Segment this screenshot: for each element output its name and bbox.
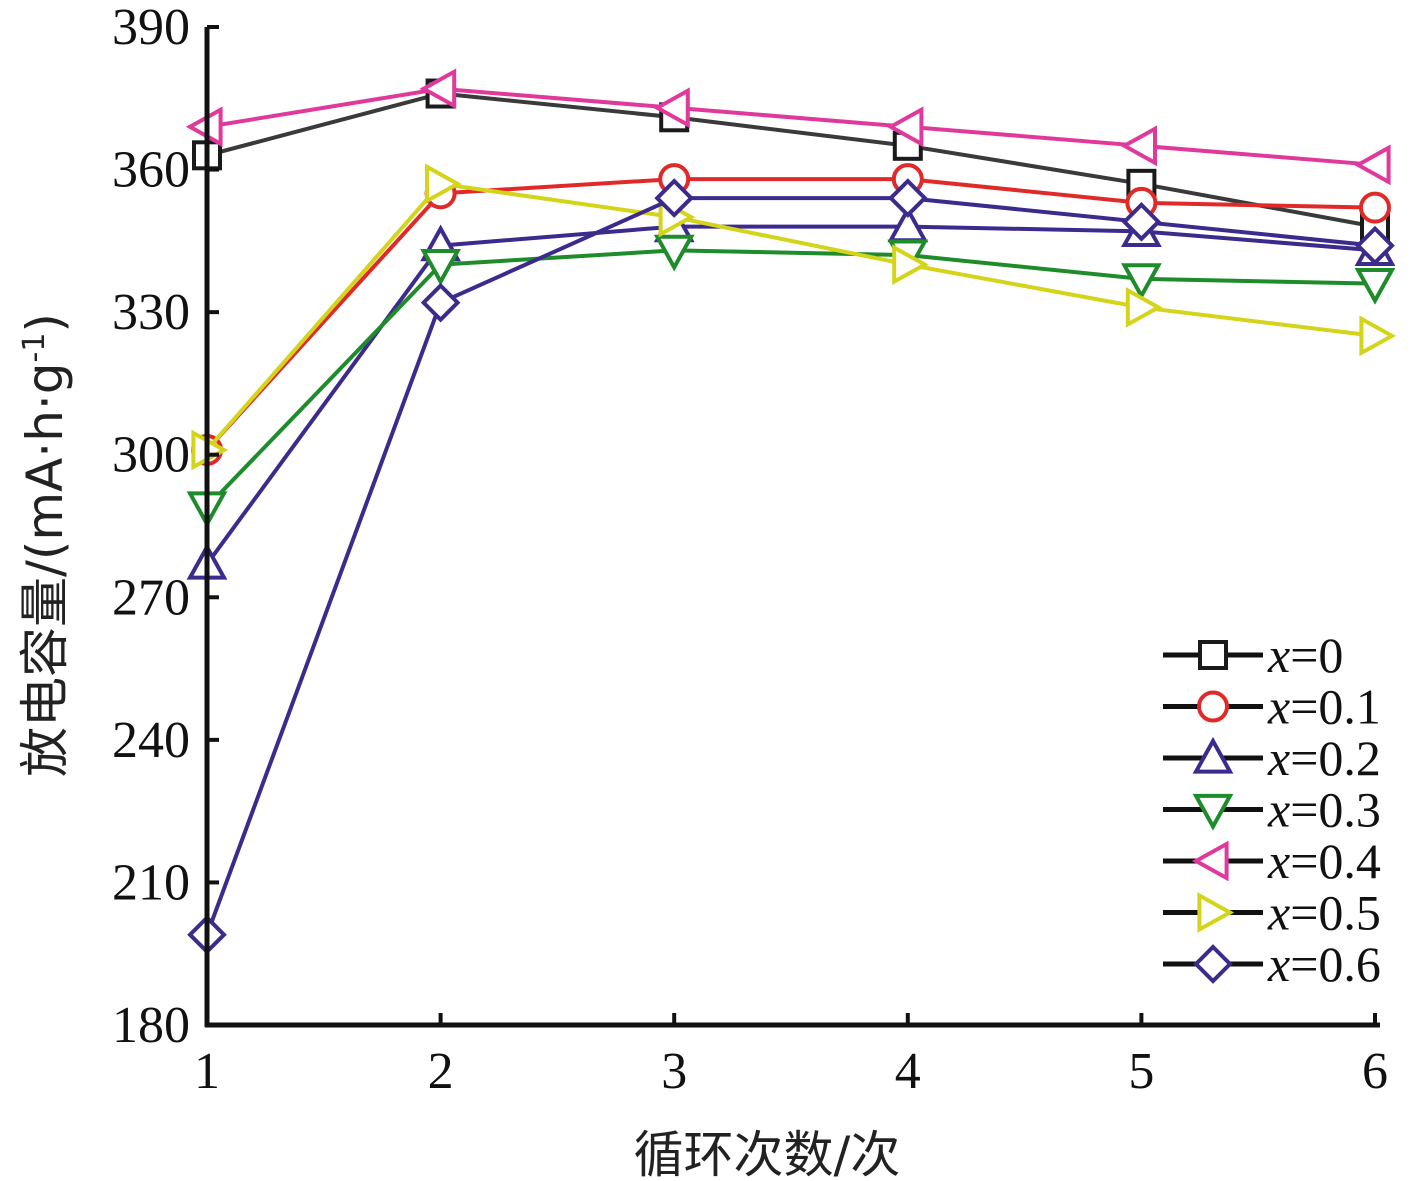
- legend-label: x=0.1: [1267, 679, 1381, 735]
- legend-item: x=0: [1163, 627, 1343, 683]
- legend-item: x=0.6: [1163, 936, 1381, 992]
- legend-marker: [1191, 840, 1229, 882]
- data-point: [1359, 191, 1391, 224]
- data-point: [420, 249, 461, 286]
- x-tick-label: 2: [428, 1043, 454, 1100]
- y-tick-label: 270: [112, 569, 190, 626]
- series-line: [206, 91, 1376, 229]
- x-axis-title: 循环次数/次: [634, 1126, 901, 1181]
- y-tick-label: 330: [112, 284, 190, 341]
- legend-marker: [1197, 690, 1229, 723]
- data-point: [425, 163, 462, 205]
- legend-marker: [1198, 640, 1228, 670]
- series-line: [205, 248, 1376, 509]
- legend-item: x=0.3: [1163, 782, 1381, 838]
- y-axis-title-sup: -1: [17, 333, 52, 363]
- legend-eq: =0.2: [1290, 730, 1381, 786]
- legend-var: x: [1267, 679, 1290, 735]
- legend-eq: =0.5: [1290, 885, 1381, 941]
- legend-var: x: [1267, 833, 1290, 889]
- x-ticks: 1 2 3 4 5 6: [194, 1013, 1388, 1100]
- data-point: [1120, 125, 1157, 167]
- legend-item: x=0.1: [1163, 679, 1381, 735]
- legend-label: x=0.4: [1267, 833, 1381, 889]
- data-point: [1359, 315, 1397, 357]
- legend-var: x: [1267, 627, 1290, 683]
- x-tick-label: 4: [895, 1043, 921, 1100]
- series-line: [205, 181, 1376, 452]
- legend-label: x=0.5: [1267, 885, 1381, 941]
- legend-eq: =0.1: [1290, 679, 1381, 735]
- series-line: [206, 86, 1376, 167]
- legend-item: x=0.5: [1163, 885, 1381, 941]
- data-point: [1354, 268, 1396, 305]
- y-ticks: 180 210 240 270 300 330 360 390: [112, 0, 219, 1054]
- series-x=0: [192, 78, 1390, 242]
- legend-eq: =0.3: [1290, 782, 1381, 838]
- data-point: [892, 244, 929, 286]
- x-tick-label: 6: [1362, 1043, 1388, 1100]
- data-point: [1125, 286, 1163, 328]
- x-tick-label: 1: [194, 1043, 220, 1100]
- legend-eq: =0: [1290, 627, 1343, 683]
- y-tick-label: 210: [112, 854, 190, 911]
- legend-marker: [1193, 944, 1233, 984]
- y-tick-label: 180: [112, 997, 190, 1054]
- series-line: [205, 196, 1376, 936]
- series-line: [205, 177, 1376, 452]
- legend-label: x=0.3: [1267, 782, 1381, 838]
- data-point: [886, 106, 924, 148]
- y-axis-title-close: ): [16, 313, 74, 333]
- legend-var: x: [1267, 885, 1290, 941]
- series-x=0.3: [186, 234, 1396, 529]
- y-axis-title-main: 放电容量/(mA·h·g: [16, 362, 74, 776]
- y-axis-title: 放电容量/(mA·h·g-1): [16, 313, 74, 777]
- legend-label: x=0: [1267, 627, 1343, 683]
- data-point: [653, 234, 695, 272]
- series-x=0.5: [191, 163, 1397, 471]
- legend-var: x: [1267, 936, 1290, 992]
- legend-item: x=0.2: [1163, 730, 1381, 786]
- y-tick-label: 360: [112, 142, 190, 199]
- legend-marker: [1197, 892, 1235, 933]
- data-point: [1121, 263, 1162, 300]
- legend-marker: [1192, 736, 1234, 774]
- y-tick-label: 300: [112, 427, 190, 484]
- legend-item: x=0.4: [1163, 833, 1381, 889]
- x-tick-label: 5: [1128, 1043, 1154, 1100]
- legend-label: x=0.2: [1267, 730, 1381, 786]
- data-point: [420, 282, 461, 323]
- legend-label: x=0.6: [1267, 936, 1381, 992]
- data-point: [654, 178, 695, 218]
- data-point: [1353, 144, 1391, 186]
- series-line: [205, 224, 1376, 566]
- legend: x=0x=0.1x=0.2x=0.3x=0.4x=0.5x=0.6: [1163, 627, 1381, 992]
- series-x=0.6: [187, 178, 1395, 955]
- legend-eq: =0.6: [1290, 936, 1381, 992]
- data-point: [419, 68, 457, 110]
- x-tick-label: 3: [661, 1043, 687, 1100]
- data-point: [1121, 202, 1162, 242]
- legend-eq: =0.4: [1290, 833, 1381, 889]
- series-x=0.4: [185, 68, 1391, 186]
- data-point: [1355, 225, 1395, 266]
- legend-var: x: [1267, 782, 1290, 838]
- legend-marker: [1192, 793, 1234, 831]
- y-tick-label: 240: [112, 712, 190, 769]
- data-point: [887, 178, 928, 218]
- axes-layer: [204, 27, 1380, 1028]
- y-tick-label: 390: [112, 0, 190, 56]
- data-point: [653, 87, 690, 129]
- legend-var: x: [1267, 730, 1290, 786]
